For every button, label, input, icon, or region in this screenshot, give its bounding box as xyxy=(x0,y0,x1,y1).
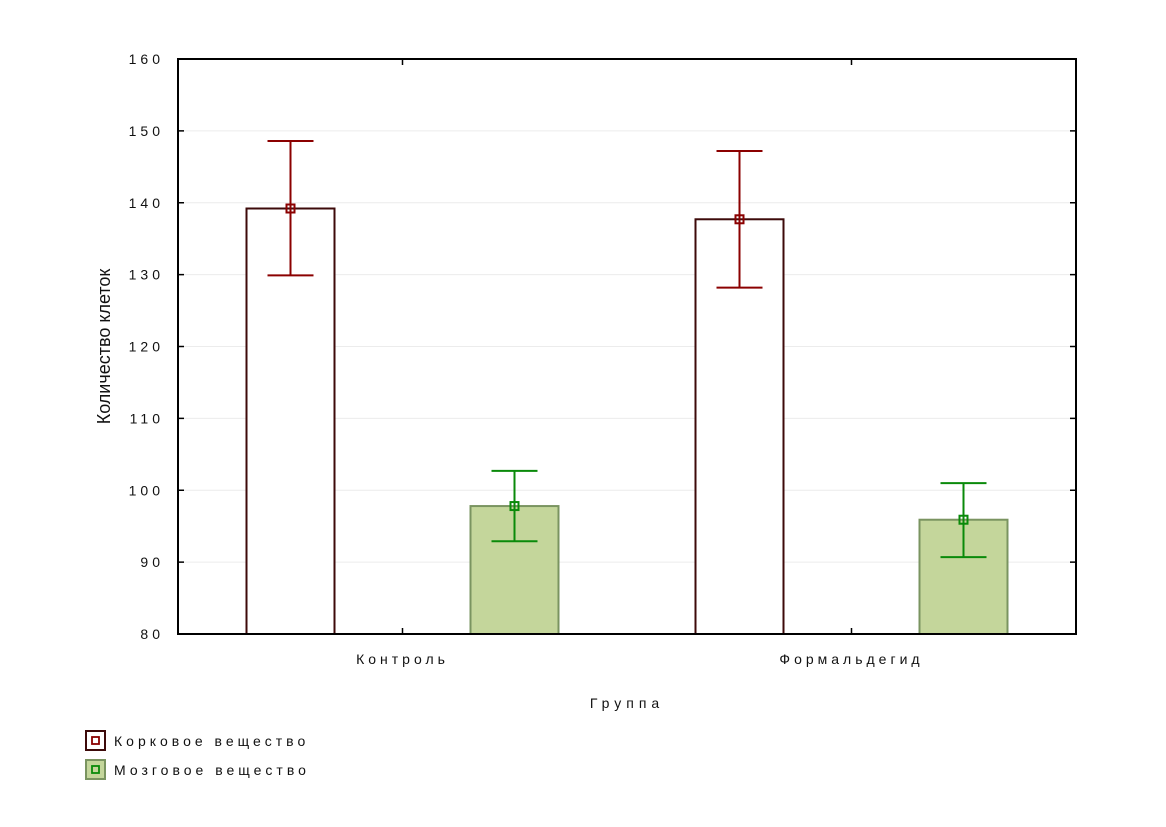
legend-marker xyxy=(91,736,100,745)
legend: Корковое вещество Мозговое вещество xyxy=(85,730,310,780)
mean-marker xyxy=(285,203,296,214)
mean-marker xyxy=(734,214,745,225)
y-tick-label: 120 xyxy=(129,339,164,355)
y-tick-label: 130 xyxy=(129,267,164,283)
mean-marker xyxy=(509,501,520,512)
y-axis-ticks: 80 90 100 110 120 130 140 150 160 xyxy=(129,51,1076,642)
x-tick-label: Формальдегид xyxy=(779,651,923,667)
error-bar xyxy=(491,469,538,543)
legend-swatch xyxy=(85,759,106,780)
error-bars xyxy=(267,139,987,559)
legend-label: Мозговое вещество xyxy=(114,762,310,778)
y-tick-label: 160 xyxy=(129,51,164,67)
y-tick-label: 100 xyxy=(129,482,164,498)
error-bar xyxy=(716,150,763,289)
legend-item: Корковое вещество xyxy=(85,730,309,751)
y-tick-label: 90 xyxy=(140,554,164,570)
y-tick-label: 150 xyxy=(129,123,164,139)
error-bar xyxy=(940,482,987,559)
x-axis-ticks: Контроль Формальдегид xyxy=(356,59,923,667)
y-tick-label: 110 xyxy=(130,410,164,426)
mean-marker xyxy=(958,514,969,525)
error-bar xyxy=(267,139,314,277)
y-tick-label: 80 xyxy=(140,626,164,642)
bars xyxy=(245,207,1009,635)
legend-item: Мозговое вещество xyxy=(85,759,310,780)
legend-label: Корковое вещество xyxy=(114,733,309,749)
y-axis-title: Количество клеток xyxy=(94,269,114,425)
x-axis-title: Группа xyxy=(590,695,664,711)
x-tick-label: Контроль xyxy=(356,651,449,667)
legend-swatch xyxy=(85,730,106,751)
legend-marker xyxy=(91,765,100,774)
y-tick-label: 140 xyxy=(129,195,164,211)
